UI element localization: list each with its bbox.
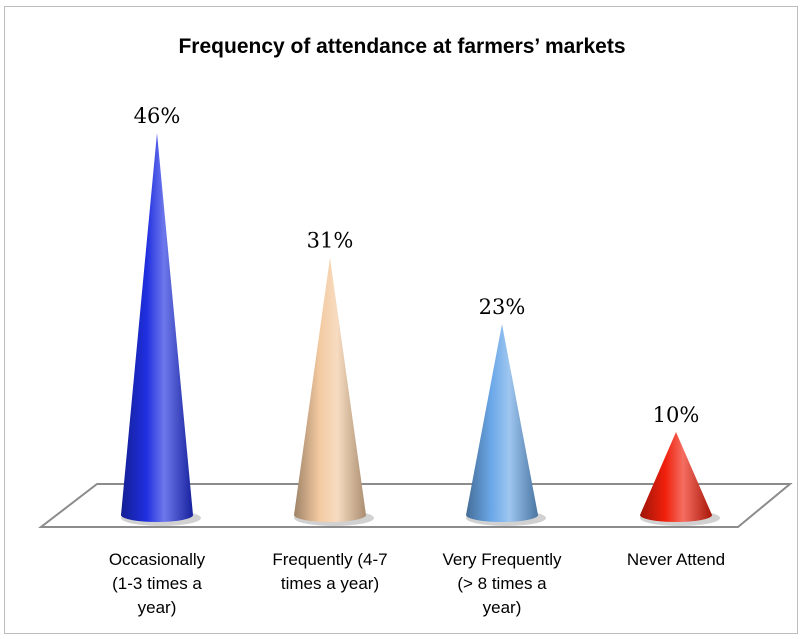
category-label: Very Frequently (> 8 times a year) — [442, 550, 562, 617]
category-label: Occasionally (1-3 times a year) — [109, 550, 206, 617]
chart-frame: Frequency of attendance at farmers’ mark… — [4, 6, 798, 634]
cone-bar — [121, 133, 193, 522]
data-label: 46% — [134, 104, 181, 128]
cone-bar — [294, 257, 366, 522]
chart-title: Frequency of attendance at farmers’ mark… — [178, 35, 625, 58]
chart-floor — [38, 483, 793, 528]
data-label: 31% — [307, 229, 354, 253]
cone-bar — [640, 431, 712, 522]
data-label: 10% — [653, 403, 700, 427]
category-label: Frequently (4-7 times a year) — [272, 550, 387, 593]
cone-bar — [466, 324, 538, 522]
chart-area: Frequency of attendance at farmers’ mark… — [38, 35, 793, 617]
category-label: Never Attend — [627, 550, 725, 569]
data-label: 23% — [479, 295, 526, 319]
